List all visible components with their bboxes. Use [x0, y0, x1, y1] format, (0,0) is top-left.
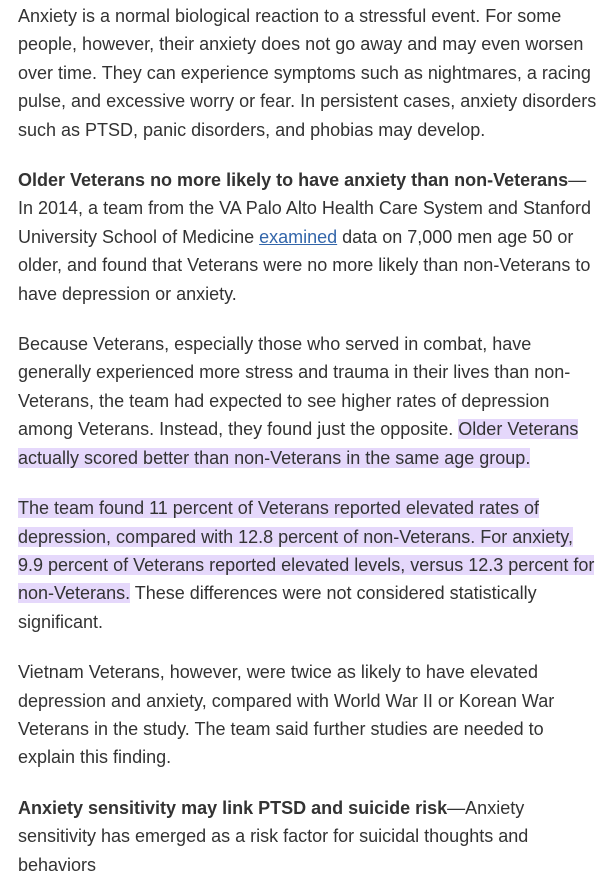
paragraph-text: —In 2014, a team from the VA Palo Alto H… — [18, 170, 591, 247]
paragraph-text: Because Veterans, especially those who s… — [18, 334, 571, 440]
paragraph-text: These differences were not considered st… — [18, 583, 537, 632]
paragraph-statistics: The team found 11 percent of Veterans re… — [18, 494, 600, 636]
article-body: Anxiety is a normal biological reaction … — [18, 2, 600, 886]
section-lead-anxiety-sensitivity: Anxiety sensitivity may link PTSD and su… — [18, 797, 448, 818]
paragraph-expected-rates: Because Veterans, especially those who s… — [18, 330, 600, 472]
paragraph-anxiety-sensitivity: Anxiety sensitivity may link PTSD and su… — [18, 794, 600, 879]
examined-link[interactable]: examined — [259, 226, 338, 247]
paragraph-older-veterans: Older Veterans no more likely to have an… — [18, 166, 600, 308]
paragraph-anxiety-intro: Anxiety is a normal biological reaction … — [18, 6, 597, 140]
paragraph-text: —Anxiety sensitivity has emerged as a ri… — [18, 797, 529, 875]
section-lead-older-veterans: Older Veterans no more likely to have an… — [18, 170, 569, 191]
paragraph-vietnam-veterans: Vietnam Veterans, however, were twice as… — [18, 662, 555, 768]
paragraph-text: data on 7,000 men age 50 or older, and f… — [18, 226, 591, 304]
